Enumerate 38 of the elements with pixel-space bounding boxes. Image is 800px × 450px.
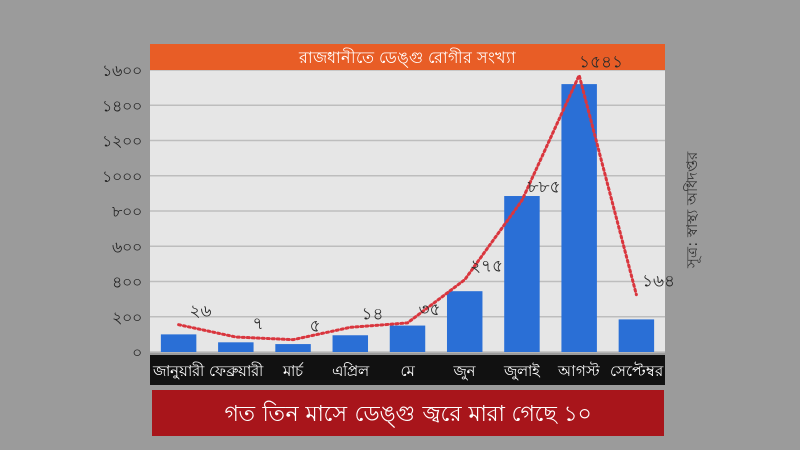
y-tick-label: ১২০০ (102, 132, 142, 150)
annotation: ৭ (252, 314, 264, 334)
bar (561, 84, 597, 352)
bar (218, 342, 254, 352)
annotation: ২৬ (190, 302, 212, 322)
bar (446, 291, 482, 352)
bar (390, 326, 426, 352)
bar (275, 344, 311, 352)
annotation: ১৪ (361, 304, 384, 324)
line-series (177, 74, 638, 342)
text: সূত্র: স্বাস্থ্য অধিদপ্তর (683, 151, 702, 269)
x-tick-label: জুন (452, 362, 477, 380)
bar (618, 319, 654, 352)
bar (504, 196, 540, 352)
annotation: ৮৮৫ (527, 177, 560, 198)
annotation: ১৬৪ (642, 272, 675, 292)
x-tick-label: জুলাই (502, 362, 541, 380)
x-tick-label: মার্চ (282, 362, 304, 380)
y-tick-label: ১০০০ (102, 166, 142, 186)
annotation: ১৫৪১ (579, 52, 624, 72)
y-tick-label: ০ (132, 343, 142, 362)
y-tick-label: ৬০০ (112, 237, 142, 256)
x-tick-label: মে (400, 362, 416, 380)
y-tick-label: ১৪০০ (102, 96, 142, 116)
y-tick-label: ১৬০০ (102, 61, 142, 80)
x-tick-label: জানুয়ারী (152, 362, 206, 380)
y-tick-label: ৮০০ (112, 202, 142, 221)
bar (332, 335, 368, 352)
x-tick-label: আগস্ট (557, 362, 600, 380)
x-tick-label: সেপ্টেম্বর (610, 362, 664, 380)
x-tick-label: ফেব্রুয়ারী (208, 362, 264, 380)
chart-title: রাজধানীতে ডেঙ্গু রোগীর সংখ্যা (298, 48, 516, 68)
annotation: ৫ (310, 316, 321, 337)
bar (160, 334, 196, 352)
text: গত তিন মাসে ডেঙ্গু জ্বরে মারা গেছে ১০ (224, 401, 592, 428)
y-tick-label: ৪০০ (112, 272, 142, 292)
y-tick-label: ২০০ (112, 308, 142, 327)
x-tick-label: এপ্রিল (332, 362, 370, 380)
